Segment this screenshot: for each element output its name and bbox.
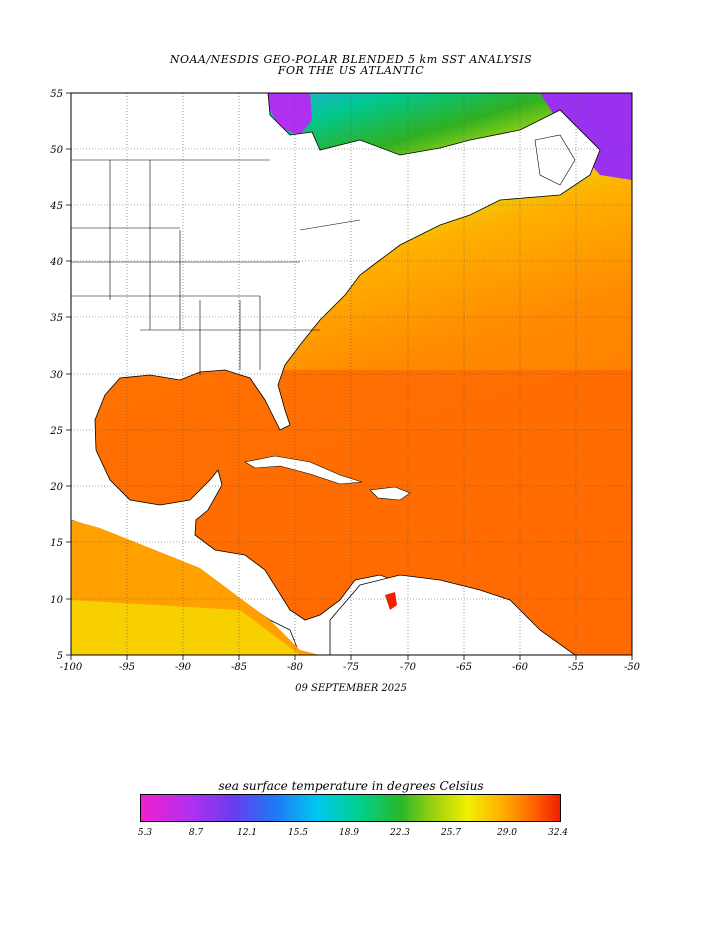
lon-tick-label: -95 [119, 662, 135, 673]
lat-tick-label: 25 [49, 426, 63, 437]
lon-tick-label: -85 [231, 662, 247, 673]
colorbar-tick-label: 22.3 [389, 828, 411, 838]
colorbar-tick-label: 15.5 [287, 828, 309, 838]
lat-tick-label: 15 [50, 538, 63, 549]
newfoundland [534, 134, 576, 186]
lat-tick-label: 40 [49, 257, 63, 268]
pacific-ocean-south [71, 600, 300, 655]
lon-tick-label: -75 [343, 662, 359, 673]
lat-tick-label: 55 [50, 89, 63, 100]
lat-tick-label: 35 [50, 313, 63, 324]
colorbar [140, 794, 561, 822]
lat-tick-label: 45 [49, 201, 63, 212]
lake-maracaibo [385, 592, 397, 610]
colorbar-tick-label: 25.7 [440, 828, 462, 838]
lon-tick-label: -70 [400, 662, 417, 673]
lat-tick-label: 5 [57, 651, 63, 662]
colorbar-tick-label: 8.7 [188, 828, 204, 838]
colorbar-tick-label: 5.3 [137, 828, 153, 838]
lat-tick-label: 10 [50, 595, 63, 606]
lon-tick-label: -100 [60, 662, 83, 673]
lat-tick-label: 20 [49, 482, 63, 493]
tick-marks [66, 92, 633, 660]
colorbar-tick-label: 18.9 [338, 828, 360, 838]
lon-tick-label: -60 [512, 662, 529, 673]
map-title: NOAA/NESDIS GEO-POLAR BLENDED 5 km SST A… [169, 53, 533, 66]
lon-tick-label: -80 [287, 662, 304, 673]
lon-tick-label: -90 [175, 662, 192, 673]
lon-tick-label: -55 [568, 662, 584, 673]
colorbar-title: sea surface temperature in degrees Celsi… [218, 779, 484, 793]
lat-tick-label: 50 [50, 145, 63, 156]
colorbar-tick-label: 29.0 [496, 828, 518, 838]
lon-tick-label: -50 [624, 662, 641, 673]
analysis-date: 09 SEPTEMBER 2025 [295, 683, 407, 694]
lon-tick-label: -65 [456, 662, 472, 673]
hispaniola [369, 486, 411, 501]
colorbar-tick-label: 12.1 [236, 828, 258, 838]
lat-tick-label: 30 [50, 370, 63, 381]
map-subtitle: FOR THE US ATLANTIC [277, 64, 425, 77]
colorbar-tick-label: 32.4 [547, 828, 569, 838]
state-borders [71, 159, 361, 375]
